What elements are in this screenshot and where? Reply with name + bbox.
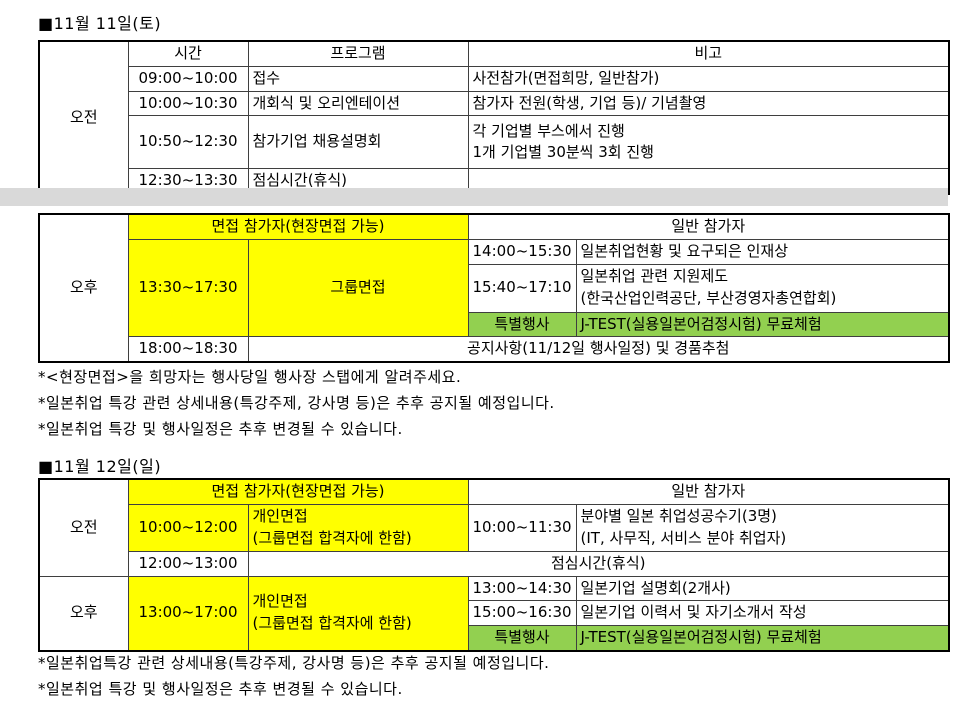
day2-notes: *일본취업특강 관련 상세내용(특강주제, 강사명 등)은 추후 공지될 예정입… bbox=[38, 650, 549, 702]
time-cell: 13:00~14:30 bbox=[467, 575, 577, 602]
interview-time-cell: 13:30~17:30 bbox=[127, 238, 249, 338]
day1-afternoon-table: 오후 면접 참가자(현장면접 가능) 일반 참가자 13:30~17:30 그룹… bbox=[38, 213, 951, 363]
table-row: 오전 시간 프로그램 비고 bbox=[38, 40, 950, 195]
interview-program-cell: 그룹면접 bbox=[247, 238, 469, 338]
table-row: 10:50~12:30 참가기업 채용설명회 각 기업별 부스에서 진행 1개 … bbox=[39, 115, 950, 170]
note-line: *일본취업특강 관련 상세내용(특강주제, 강사명 등)은 추후 공지될 예정입… bbox=[38, 654, 550, 672]
program-cell: 참가기업 채용설명회 bbox=[247, 115, 469, 170]
day1-notes: *<현장면접>을 희망자는 행사당일 행사장 스탭에게 알려주세요. *일본취업… bbox=[38, 364, 555, 442]
day2-table: 오전 면접 참가자(현장면접 가능) 일반 참가자 10:00~12:00 개인… bbox=[38, 478, 951, 652]
special-event-label: 특별행사 bbox=[467, 624, 577, 652]
interview-group-header: 면접 참가자(현장면접 가능) bbox=[127, 213, 469, 240]
table-row: 12:00~13:00 점심시간(휴식) bbox=[39, 550, 950, 577]
desc-cell: 일본기업 설명회(2개사) bbox=[575, 575, 950, 602]
time-cell: 15:00~16:30 bbox=[467, 600, 577, 626]
note-line: *일본취업 특강 및 행사일정은 추후 변경될 수 있습니다. bbox=[38, 420, 403, 438]
special-event-label: 특별행사 bbox=[467, 311, 577, 338]
note-cell: 각 기업별 부스에서 진행 1개 기업별 30분씩 3회 진행 bbox=[467, 115, 950, 170]
table-row: 오후 13:00~17:00 개인면접 (그룹면접 합격자에 한함) 13:00… bbox=[38, 575, 950, 652]
period-label: 오후 bbox=[38, 575, 129, 652]
table-row: 10:00~10:30 개회식 및 오리엔테이션 참가자 전원(학생, 기업 등… bbox=[39, 90, 950, 117]
table-row: 오후 면접 참가자(현장면접 가능) 일반 참가자 bbox=[38, 213, 950, 363]
desc-cell: 일본취업 관련 지원제도 (한국산업인력공단, 부산경영자총연합회) bbox=[575, 263, 950, 313]
table-row: 13:30~17:30 그룹면접 14:00~15:30 일본취업현황 및 요구… bbox=[39, 238, 950, 338]
column-header-time: 시간 bbox=[127, 40, 249, 67]
note-cell: 참가자 전원(학생, 기업 등)/ 기념촬영 bbox=[467, 90, 950, 117]
time-cell: 10:50~12:30 bbox=[127, 115, 249, 170]
desc-cell: 일본취업현황 및 요구되은 인재상 bbox=[575, 238, 950, 265]
time-cell: 12:00~13:00 bbox=[127, 550, 249, 577]
table-row: 10:00~12:00 개인면접 (그룹면접 합격자에 한함) 10:00~11… bbox=[39, 503, 950, 552]
note-line: *일본취업 특강 관련 상세내용(특강주제, 강사명 등)은 추후 공지될 예정… bbox=[38, 394, 555, 412]
special-event-desc: J-TEST(실용일본어검정시험) 무료체험 bbox=[575, 624, 950, 652]
general-group-header: 일반 참가자 bbox=[467, 213, 950, 240]
table-row: 09:00~10:00 접수 사전참가(면접희망, 일반참가) bbox=[39, 65, 950, 92]
note-line: *<현장면접>을 희망자는 행사당일 행사장 스탭에게 알려주세요. bbox=[38, 368, 462, 386]
interview-time-cell: 10:00~12:00 bbox=[127, 503, 249, 552]
period-label: 오후 bbox=[38, 213, 129, 363]
day1-morning-table: 오전 시간 프로그램 비고 09:00~10:00 접수 사전참가(면접희망, … bbox=[38, 40, 950, 195]
closing-desc-cell: 공지사항(11/12일 행사일정) 및 경품추첨 bbox=[247, 336, 950, 363]
day1-heading: ■11월 11일(토) bbox=[38, 14, 162, 33]
time-cell: 10:00~10:30 bbox=[127, 90, 249, 117]
desc-cell: 일본기업 이력서 및 자기소개서 작성 bbox=[575, 600, 950, 626]
table-row: 특별행사 J-TEST(실용일본어검정시험) 무료체험 bbox=[39, 624, 950, 652]
special-event-desc: J-TEST(실용일본어검정시험) 무료체험 bbox=[575, 311, 950, 338]
day2-heading: ■11월 12일(일) bbox=[38, 457, 162, 476]
program-cell: 개회식 및 오리엔테이션 bbox=[247, 90, 469, 117]
time-cell: 18:00~18:30 bbox=[127, 336, 249, 363]
column-header-program: 프로그램 bbox=[247, 40, 469, 67]
interview-program-cell: 개인면접 (그룹면접 합격자에 한함) bbox=[247, 503, 469, 552]
program-cell: 접수 bbox=[247, 65, 469, 92]
interview-program-cell: 개인면접 (그룹면접 합격자에 한함) bbox=[247, 575, 469, 652]
desc-cell: 분야별 일본 취업성공수기(3명) (IT, 사무직, 서비스 분야 취업자) bbox=[575, 503, 950, 552]
interview-time-cell: 13:00~17:00 bbox=[127, 575, 249, 652]
table-row: 15:40~17:10 일본취업 관련 지원제도 (한국산업인력공단, 부산경영… bbox=[39, 263, 950, 313]
note-cell: 사전참가(면접희망, 일반참가) bbox=[467, 65, 950, 92]
table-row: 18:00~18:30 공지사항(11/12일 행사일정) 및 경품추첨 bbox=[39, 336, 950, 363]
time-cell: 14:00~15:30 bbox=[467, 238, 577, 265]
column-header-note: 비고 bbox=[467, 40, 950, 67]
lunch-cell: 점심시간(휴식) bbox=[247, 550, 950, 577]
period-label: 오전 bbox=[38, 40, 129, 195]
section-separator-bar bbox=[0, 188, 948, 206]
general-group-header: 일반 참가자 bbox=[467, 478, 950, 505]
time-cell: 15:40~17:10 bbox=[467, 263, 577, 313]
time-cell: 09:00~10:00 bbox=[127, 65, 249, 92]
interview-group-header: 면접 참가자(현장면접 가능) bbox=[127, 478, 469, 505]
period-label: 오전 bbox=[38, 478, 129, 577]
table-row: 오전 면접 참가자(현장면접 가능) 일반 참가자 bbox=[38, 478, 950, 577]
time-cell: 10:00~11:30 bbox=[467, 503, 577, 552]
note-line: *일본취업 특강 및 행사일정은 추후 변경될 수 있습니다. bbox=[38, 680, 403, 698]
